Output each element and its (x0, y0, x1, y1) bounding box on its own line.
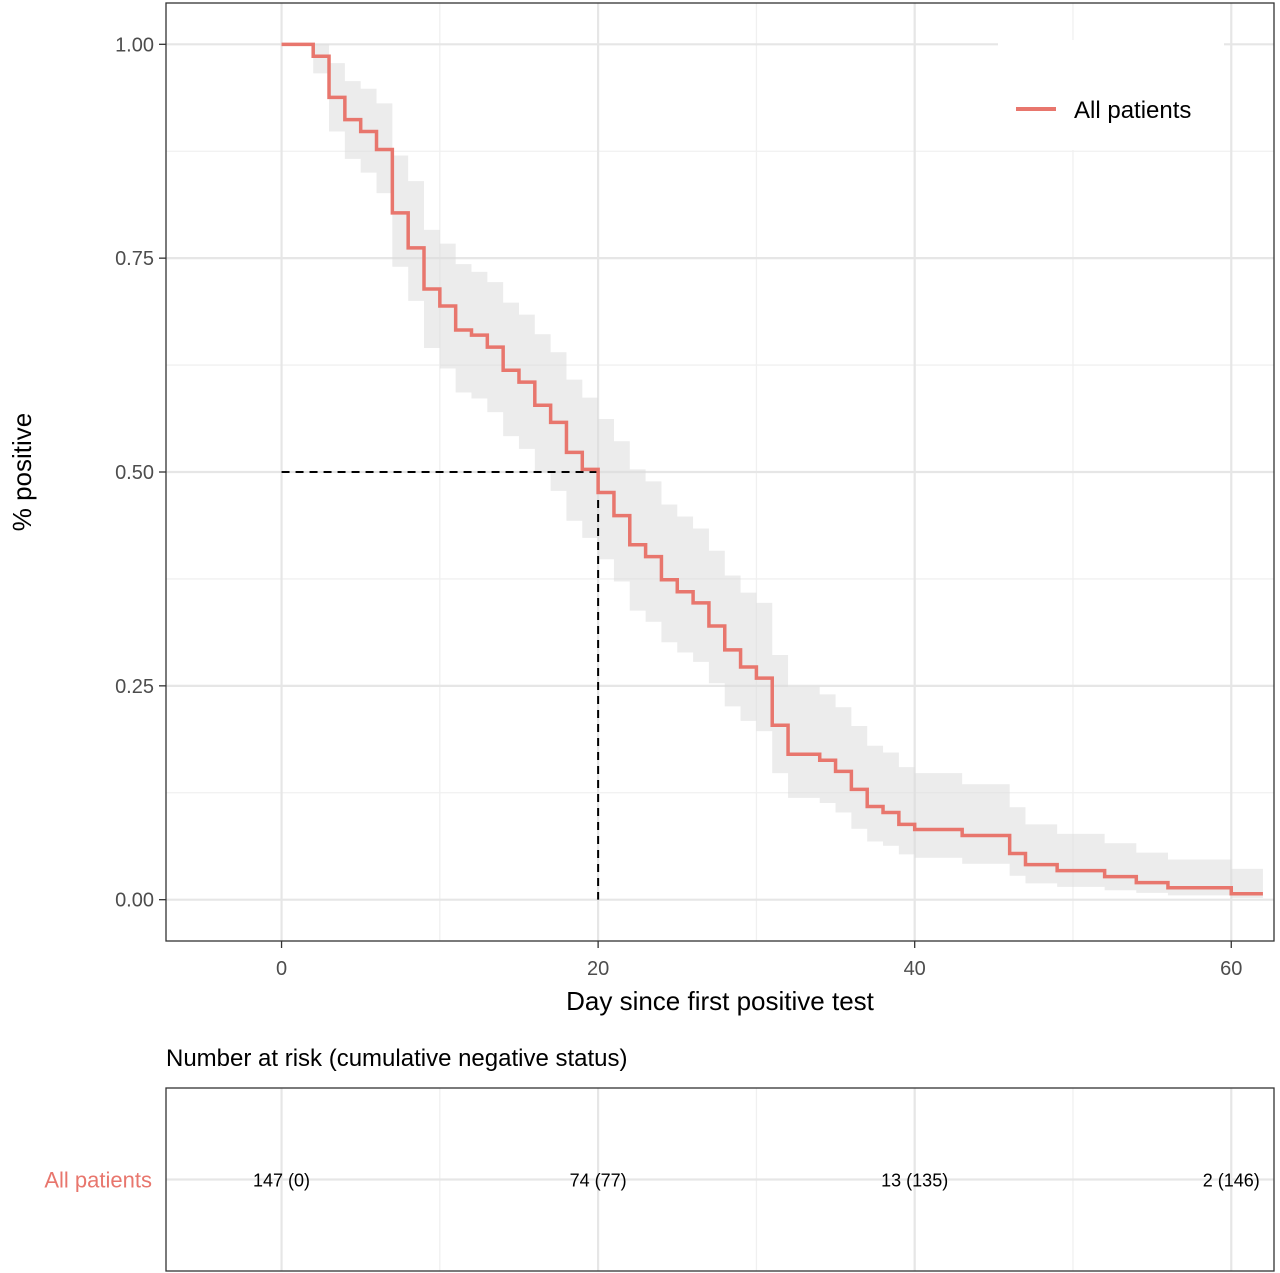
legend: All patients (998, 40, 1224, 150)
y-axis-ticks: 0.00 0.25 0.50 0.75 1.00 (115, 34, 166, 912)
survival-plot-panel: All patients (165, 2, 1275, 942)
y-tick-label: 0.25 (115, 676, 154, 698)
y-tick-label: 0.00 (115, 890, 154, 912)
survival-step-line (281, 42, 1263, 896)
risk-table: Number at risk (cumulative negative stat… (44, 1045, 1275, 1272)
x-axis-title: Day since first positive test (566, 986, 875, 1016)
y-tick-label: 1.00 (115, 34, 154, 56)
x-tick-label: 60 (1220, 958, 1242, 980)
risk-table-cells: 147 (0) 74 (77) 13 (135) 2 (146) (253, 1171, 1260, 1191)
x-tick-label: 0 (276, 958, 287, 980)
risk-table-title: Number at risk (cumulative negative stat… (166, 1045, 628, 1072)
median-reference-lines (281, 471, 600, 900)
risk-table-cell: 147 (0) (253, 1171, 310, 1191)
axes: 0 20 40 60 0.00 0.25 0.50 0.75 1.00 Day since f… (7, 34, 1242, 1016)
y-axis-title: % positive (7, 413, 37, 532)
risk-table-cell: 74 (77) (570, 1171, 627, 1191)
risk-table-gridlines (166, 1088, 1274, 1271)
risk-table-border (165, 1087, 1275, 1272)
risk-table-cell: 13 (135) (881, 1171, 948, 1191)
legend-label: All patients (1074, 97, 1191, 124)
risk-table-cell: 2 (146) (1203, 1171, 1260, 1191)
y-tick-label: 0.75 (115, 248, 154, 270)
y-tick-label: 0.50 (115, 462, 154, 484)
risk-row-label: All patients (44, 1168, 152, 1193)
x-tick-label: 40 (904, 958, 926, 980)
confidence-band (281, 44, 1263, 898)
x-axis-ticks: 0 20 40 60 (276, 941, 1242, 980)
x-tick-label: 20 (587, 958, 609, 980)
